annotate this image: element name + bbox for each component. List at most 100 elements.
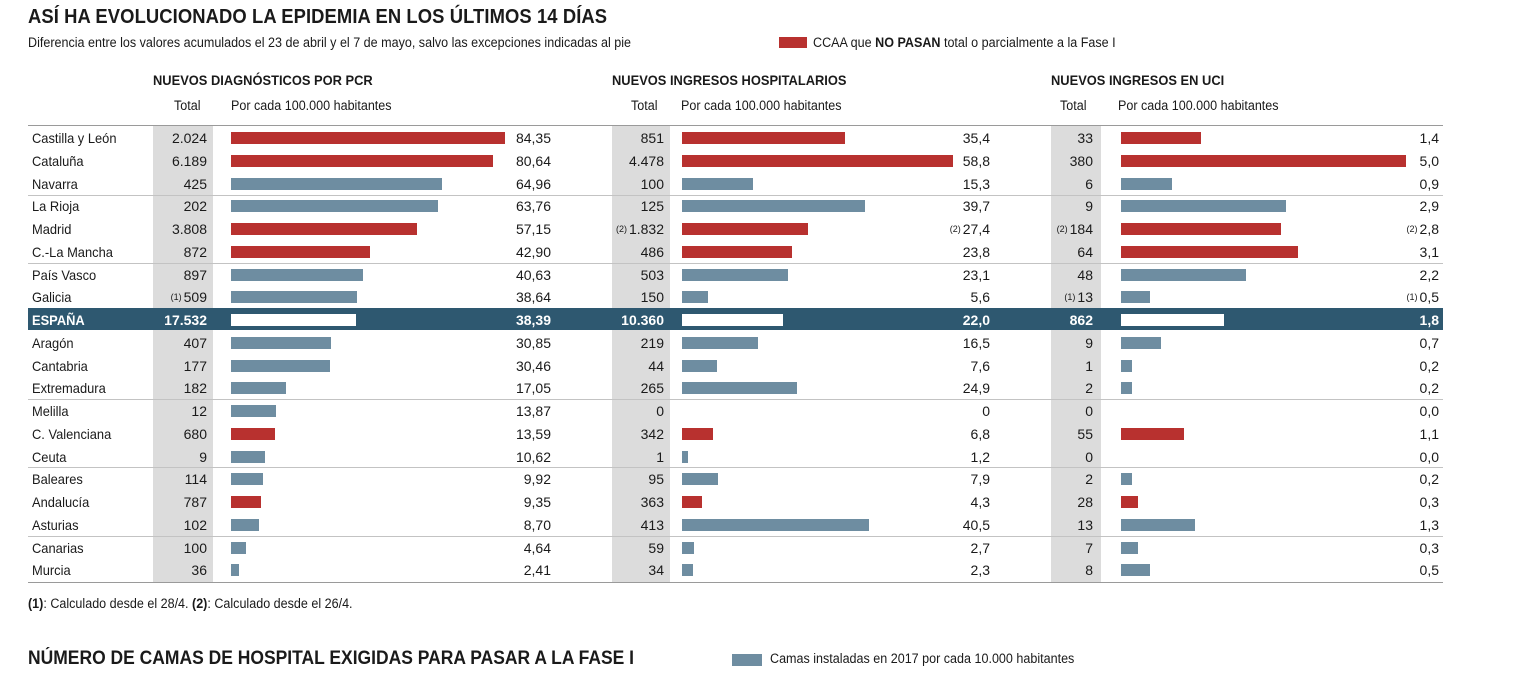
bar-uci — [1121, 291, 1150, 304]
total-value-uci: (2) 184 — [1057, 218, 1093, 240]
total-column-shade-pcr — [153, 126, 213, 582]
total-number: 33 — [1077, 130, 1093, 146]
total-value-pcr: 12 — [191, 400, 207, 422]
bar-uci — [1121, 359, 1133, 372]
total-number: 150 — [640, 289, 664, 306]
rate-number: 9,35 — [523, 494, 551, 510]
rate-number: 7,6 — [970, 357, 990, 374]
region-name: C. Valenciana — [32, 425, 112, 442]
rate-label-pcr: 9,35 — [524, 491, 551, 513]
rate-label-hosp: 39,7 — [963, 195, 990, 217]
bar-pcr — [231, 132, 505, 144]
total-number: 851 — [640, 130, 664, 146]
rate-number: 1,2 — [970, 448, 990, 465]
region-name: Canarias — [32, 539, 84, 556]
bar-uci — [1121, 223, 1281, 235]
bar-uci — [1121, 427, 1184, 440]
total-value-uci: 64 — [1077, 241, 1093, 263]
rate-number: 40,63 — [515, 266, 551, 283]
rate-label-pcr: 40,63 — [516, 264, 551, 286]
rate-number: 4,3 — [970, 494, 990, 510]
bar-uci — [1121, 473, 1133, 486]
total-number: 102 — [183, 516, 207, 533]
total-number: 6 — [1085, 175, 1093, 192]
bar-hosp — [682, 427, 714, 440]
rate-number: 16,5 — [962, 334, 990, 351]
rate-label-pcr: 17,05 — [516, 377, 551, 399]
rate-label-pcr: 30,46 — [516, 355, 551, 377]
region-name: Madrid — [32, 221, 72, 237]
rate-number: 8,70 — [523, 516, 551, 533]
total-number: 425 — [183, 175, 207, 192]
total-value-uci: 1 — [1085, 355, 1093, 377]
total-value-pcr: 3.808 — [172, 218, 207, 240]
region-name: Cantabria — [32, 357, 88, 374]
total-number: 28 — [1077, 494, 1093, 510]
total-number: 1 — [1085, 357, 1093, 374]
rate-number: 10,62 — [515, 448, 551, 465]
total-number: 2.024 — [171, 130, 207, 146]
rate-number: 1,3 — [1419, 516, 1439, 533]
bar-hosp — [682, 245, 792, 258]
rate-label-hosp: 35,4 — [963, 127, 990, 149]
region-name: La Rioja — [32, 198, 80, 215]
bar-uci — [1121, 382, 1133, 395]
total-value-uci: (1) 13 — [1064, 286, 1093, 308]
total-value-uci: 6 — [1085, 173, 1093, 195]
total-number: 182 — [183, 380, 207, 397]
rate-number: 24,9 — [962, 380, 990, 397]
total-number: 509 — [183, 289, 207, 306]
total-value-pcr: 425 — [184, 173, 207, 195]
total-number: 342 — [640, 425, 664, 442]
rate-number: 63,76 — [515, 198, 551, 215]
footnote-marker: (1) — [1064, 292, 1076, 303]
rate-label-uci: 0,7 — [1420, 332, 1439, 354]
rate-number: 0,2 — [1419, 380, 1439, 397]
bar-hosp — [682, 154, 953, 167]
total-number: 44 — [648, 357, 664, 374]
rate-label-pcr: 38,39 — [516, 309, 551, 331]
total-value-hosp: 125 — [641, 195, 664, 217]
rate-label-uci: 0,9 — [1420, 173, 1439, 195]
total-value-uci: 862 — [1070, 309, 1093, 331]
bar-hosp — [682, 382, 797, 395]
col-head-rate-hosp: Por cada 100.000 habitantes — [681, 98, 842, 113]
total-value-pcr: (1) 509 — [171, 286, 207, 308]
region-name: ESPAÑA — [32, 312, 85, 328]
bar-uci — [1121, 564, 1150, 577]
total-number: 36 — [191, 562, 207, 579]
rate-label-hosp: 7,9 — [971, 468, 990, 490]
bar-pcr — [231, 450, 266, 463]
bar-hosp — [682, 473, 719, 486]
bar-pcr — [231, 245, 371, 258]
rate-label-pcr: 64,96 — [516, 173, 551, 195]
bar-uci — [1121, 336, 1161, 349]
table-top-rule — [28, 125, 1443, 126]
bar-pcr — [231, 314, 356, 326]
rate-label-uci: 2,2 — [1420, 264, 1439, 286]
total-value-pcr: 787 — [184, 491, 207, 513]
rate-number: 2,7 — [970, 539, 990, 556]
table-bottom-rule — [28, 582, 1443, 583]
total-number: 48 — [1077, 266, 1093, 283]
bar-pcr — [231, 427, 276, 440]
total-number: 114 — [184, 471, 207, 488]
rate-label-pcr: 13,59 — [516, 423, 551, 445]
rate-label-uci: 0,3 — [1420, 537, 1439, 559]
total-number: 13 — [1077, 516, 1093, 533]
bar-hosp — [682, 200, 865, 213]
total-number: 2 — [1085, 471, 1093, 488]
bar-pcr — [231, 382, 287, 395]
rate-label-uci: 0,2 — [1420, 377, 1439, 399]
bar-hosp — [682, 223, 809, 235]
rate-number: 23,1 — [962, 266, 990, 283]
total-value-pcr: 17.532 — [164, 309, 207, 331]
total-value-uci: 0 — [1085, 446, 1093, 468]
rate-number: 30,85 — [515, 334, 551, 351]
rate-label-uci: (1) 0,5 — [1407, 286, 1439, 308]
total-value-uci: 7 — [1085, 537, 1093, 559]
rate-label-hosp: 1,2 — [971, 446, 990, 468]
bar-uci — [1121, 314, 1224, 326]
total-number: 265 — [640, 380, 664, 397]
legend-label: CCAA que NO PASAN total o parcialmente a… — [813, 35, 1116, 50]
